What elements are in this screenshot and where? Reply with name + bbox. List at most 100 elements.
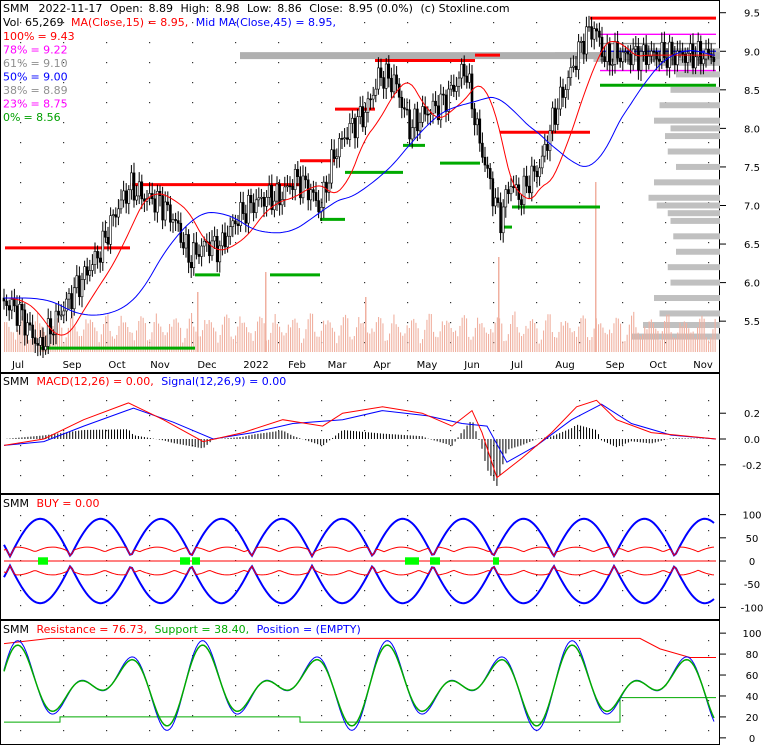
profile-bar <box>643 322 720 329</box>
volume-bar <box>437 337 439 352</box>
date-tick-label: Jul <box>510 360 523 371</box>
volume-bar <box>270 332 272 352</box>
candle-body <box>452 84 456 92</box>
volume-bar <box>681 326 683 352</box>
candle-body <box>410 127 414 140</box>
date-tick-label: Aug <box>555 360 575 371</box>
volume-bar <box>309 313 311 352</box>
candle-body <box>634 46 638 50</box>
rsp-panel-frame <box>0 620 720 745</box>
volume-bar <box>360 323 362 352</box>
volume-bar <box>314 331 316 352</box>
candle-body <box>491 178 495 207</box>
volume-spike <box>197 292 199 352</box>
profile-bar <box>670 125 720 132</box>
volume-bar <box>45 334 47 352</box>
candle-body <box>566 77 570 90</box>
volume-bar <box>74 326 76 352</box>
volume-bar <box>235 335 237 352</box>
volume-bar <box>81 335 83 352</box>
volume-bar <box>492 332 494 352</box>
volume-bar <box>617 318 619 352</box>
candle-body <box>712 57 716 63</box>
candle-body <box>348 123 352 140</box>
candle-body <box>616 41 619 59</box>
candle-body <box>182 242 185 249</box>
volume-bar <box>8 326 10 352</box>
volume-bar <box>536 328 538 352</box>
volume-bar <box>584 318 586 352</box>
volume-bar <box>166 332 168 352</box>
date-tick-label: Oct <box>108 360 125 371</box>
k-line <box>3 644 715 727</box>
candle-body <box>483 156 487 166</box>
ma15-line <box>4 40 715 336</box>
candle-body <box>345 137 349 140</box>
volume-bar <box>285 332 287 352</box>
profile-bar <box>676 163 720 170</box>
macd-line <box>3 399 717 479</box>
candle-body <box>332 149 336 159</box>
profile-bar <box>667 210 720 217</box>
volume-bar <box>281 332 283 352</box>
candle-body <box>392 74 396 93</box>
macd-title: SMM MACD(12,26) = 0.00, Signal(12,26,9) … <box>3 375 286 388</box>
volume-bar <box>373 331 375 352</box>
volume-bar <box>180 327 182 352</box>
volume-bar <box>96 331 98 352</box>
candle-body <box>156 191 159 213</box>
candle-body <box>377 67 380 90</box>
candle-body <box>111 214 115 216</box>
volume-bar <box>320 330 322 352</box>
volume-bar <box>21 315 23 352</box>
volume-bar <box>633 311 635 352</box>
profile-bar <box>654 295 720 302</box>
candle-body <box>449 84 453 90</box>
volume-bar <box>510 323 512 352</box>
volume-bar <box>534 322 536 352</box>
macd-tick-label: 0.2 <box>744 409 760 420</box>
price-candles <box>2 15 716 358</box>
volume-bar <box>677 332 679 352</box>
volume-bar <box>221 324 223 352</box>
candle-body <box>553 107 557 125</box>
candle-body <box>603 56 606 62</box>
volume-bar <box>402 335 404 352</box>
candle-body <box>41 337 45 351</box>
volume-bar <box>694 337 696 352</box>
profile-bar <box>659 310 720 317</box>
volume-bar <box>243 322 245 352</box>
fib-legend-item: 23% = 8.75 <box>3 98 68 111</box>
volume-bar <box>708 340 710 352</box>
candle-body <box>335 156 339 159</box>
volume-bar <box>657 330 659 352</box>
volume-bar <box>485 332 487 352</box>
buy-upper-inner <box>3 546 715 558</box>
volume-bar <box>551 332 553 352</box>
volume-bar <box>675 337 677 352</box>
candle-body <box>137 181 141 197</box>
candle-body <box>59 314 63 317</box>
volume-bar <box>613 323 615 352</box>
candle-body <box>236 223 240 226</box>
volume-bar <box>173 319 175 352</box>
candle-body <box>231 220 235 227</box>
profile-bar <box>673 233 720 240</box>
header-low: 8.86 <box>277 2 302 15</box>
candle-body <box>512 186 515 189</box>
volume-bar <box>151 332 153 352</box>
volume-bar <box>353 336 355 352</box>
volume-bar <box>144 323 146 352</box>
volume-bar <box>479 323 481 352</box>
candle-body <box>587 26 591 28</box>
volume-bar <box>72 312 74 352</box>
volume-bar <box>615 317 617 352</box>
volume-bar <box>642 334 644 352</box>
volume-bar <box>582 315 584 352</box>
volume-bar <box>118 325 120 352</box>
volume-bar <box>468 336 470 352</box>
candle-body <box>356 116 359 139</box>
volume-bar <box>472 336 474 352</box>
volume-bar <box>155 313 157 352</box>
